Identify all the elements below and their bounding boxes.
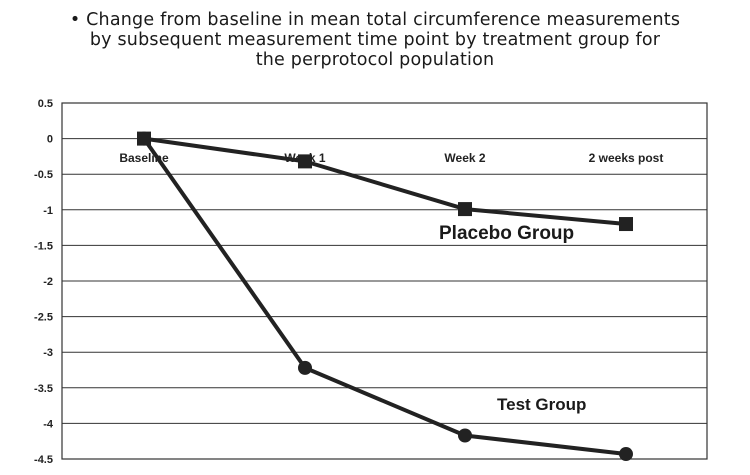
test-series-line	[142, 137, 627, 457]
test-data-point	[137, 131, 151, 146]
chart-title-line-1: • Change from baseline in mean total cir…	[69, 10, 681, 30]
y-tick-label: -2.5	[34, 312, 53, 324]
test-data-point	[458, 428, 472, 443]
x-category-label: Week 2	[444, 151, 485, 165]
y-tick-label: -1	[43, 205, 53, 217]
placebo-data-point	[619, 217, 633, 232]
test-data-point	[619, 447, 633, 462]
chart-title: • Change from baseline in mean total cir…	[0, 10, 750, 70]
y-tick-label: 0.5	[38, 98, 53, 110]
chart-title-line-3: the perprotocol population	[255, 50, 495, 70]
placebo-data-point	[458, 202, 472, 217]
placebo-series-line	[143, 136, 627, 227]
y-tick-label: -3	[43, 347, 53, 359]
test-data-point	[298, 360, 312, 375]
y-tick-label: -0.5	[34, 169, 53, 181]
chart-title-line-2: by subsequent measurement time point by …	[89, 30, 661, 50]
y-tick-label: -2	[43, 276, 53, 288]
placebo-data-point	[298, 154, 312, 169]
y-tick-label: -4.5	[34, 454, 53, 466]
y-tick-label: -4	[43, 418, 54, 430]
y-tick-label: -1.5	[34, 240, 53, 252]
test-group-annotation: Test Group	[497, 395, 586, 414]
y-tick-label: 0	[47, 134, 53, 146]
y-tick-label: -3.5	[34, 383, 53, 395]
placebo-group-annotation: Placebo Group	[439, 223, 574, 244]
x-category-label: 2 weeks post	[589, 151, 664, 165]
